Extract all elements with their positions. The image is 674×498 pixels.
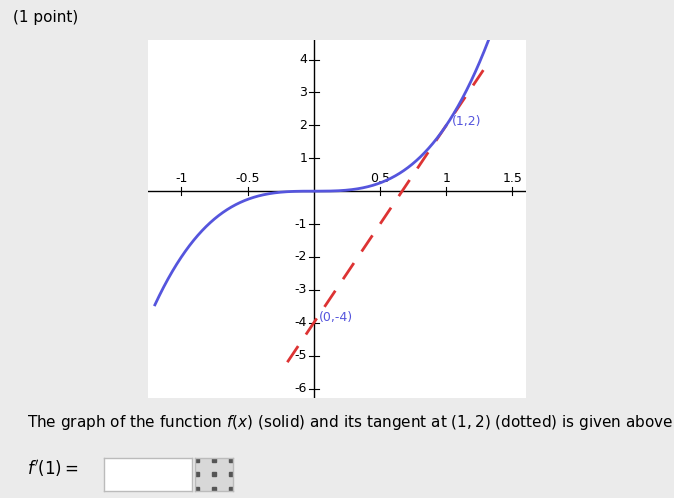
Text: -1: -1 (295, 218, 307, 231)
Text: -1: -1 (175, 172, 187, 185)
Text: -5: -5 (295, 349, 307, 362)
Text: 1.5: 1.5 (503, 172, 522, 185)
Text: -0.5: -0.5 (235, 172, 260, 185)
Text: -6: -6 (295, 382, 307, 395)
Text: 0.5: 0.5 (370, 172, 390, 185)
Text: 3: 3 (299, 86, 307, 99)
Text: (0,-4): (0,-4) (319, 311, 353, 324)
Text: $f'(1) =$: $f'(1) =$ (27, 458, 79, 479)
Text: 1: 1 (299, 152, 307, 165)
Text: -4: -4 (295, 316, 307, 329)
Text: (1,2): (1,2) (452, 115, 481, 128)
Text: 4: 4 (299, 53, 307, 66)
Text: 1: 1 (442, 172, 450, 185)
Text: (1 point): (1 point) (13, 10, 79, 25)
Text: The graph of the function $f(x)$ (solid) and its tangent at $(1, 2)$ (dotted) is: The graph of the function $f(x)$ (solid)… (27, 413, 674, 432)
Text: -3: -3 (295, 283, 307, 296)
Text: 2: 2 (299, 119, 307, 132)
Text: -2: -2 (295, 250, 307, 263)
